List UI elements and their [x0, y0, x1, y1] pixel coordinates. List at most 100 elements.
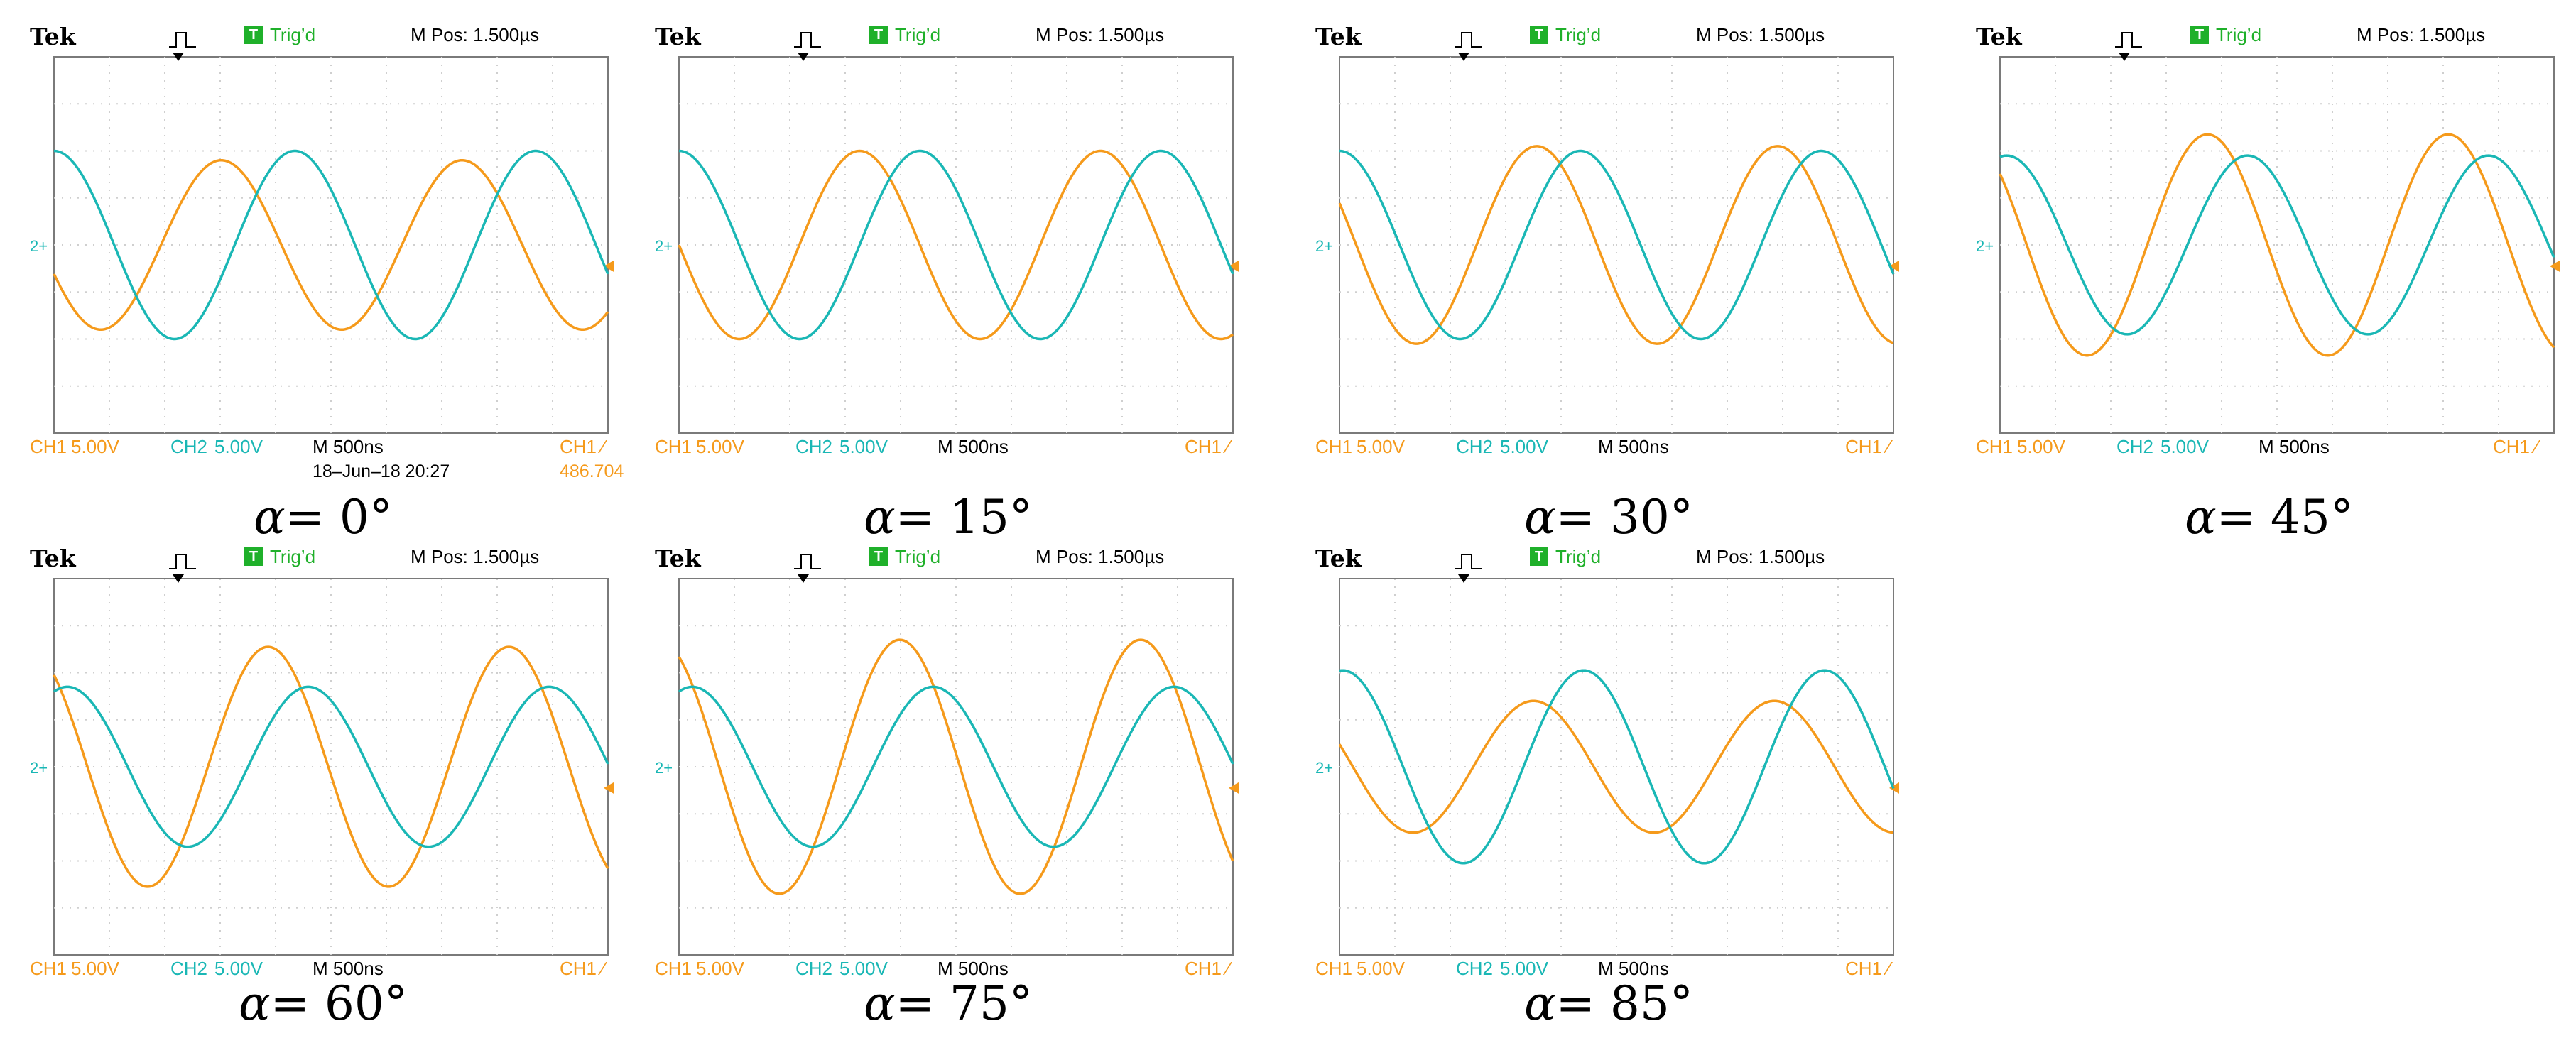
alpha-symbol: α [1524, 976, 1556, 1031]
trigger-status-icon: T [244, 26, 263, 44]
waveform-ch1 [1999, 133, 2555, 357]
waveform-ch2 [53, 685, 609, 848]
brand-logo: Tek [1315, 545, 1362, 572]
waveform-ch2 [678, 149, 1234, 341]
date-readout: 18–Jun–18 20:27 [313, 461, 450, 481]
scope-footer: CH1 5.00V CH2 5.00V M 500ns CH1 ⁄ [1974, 436, 2564, 461]
brand-logo: Tek [1315, 23, 1362, 50]
ch2-scale: 5.00V [214, 436, 263, 457]
timebase-readout: M 500ns [938, 958, 1009, 979]
waveform-ch1 [53, 645, 609, 888]
timebase-readout: M 500ns [1598, 958, 1669, 979]
scope-header: Tek T Trig’d M Pos: 1.500µs [1314, 543, 1903, 577]
ch1-scale: 5.00V [71, 436, 119, 457]
alpha-value: = 0° [285, 490, 393, 545]
ch2-label: CH2 [795, 958, 833, 979]
trigger-status-icon: T [2190, 26, 2209, 44]
ch1-trigger-readout: CH1 ⁄ [1185, 436, 1230, 457]
trigger-pulse-icon [1455, 32, 1482, 48]
trigger-status: Trig’d [1555, 24, 1602, 45]
trigger-level-marker [2550, 260, 2560, 272]
trigger-pulse-icon [1455, 554, 1482, 569]
ch1-trigger-readout: CH1 ⁄ [1845, 436, 1891, 457]
ch1-scale: 5.00V [1357, 436, 1405, 457]
alpha-caption: α= 45° [1974, 490, 2564, 545]
trigger-status: Trig’d [895, 546, 941, 567]
ch1-label: CH1 [1976, 436, 2013, 457]
timebase-readout: M 500ns [313, 958, 384, 979]
m-pos-readout: M Pos: 1.500µs [1696, 546, 1825, 567]
ch1-trigger-readout: CH1 ⁄ [1185, 958, 1230, 979]
ch1-trigger-readout: CH1 ⁄ [560, 958, 605, 979]
ch2-ground-marker: 2+ [1976, 237, 1994, 255]
ch1-trigger-readout: CH1 ⁄ [2493, 436, 2538, 457]
alpha-value: = 85° [1555, 976, 1693, 1031]
ch2-label: CH2 [170, 958, 208, 979]
brand-logo: Tek [30, 545, 76, 572]
trigger-level-marker [1229, 260, 1239, 272]
ch1-label: CH1 [1315, 958, 1353, 979]
ch2-scale: 5.00V [839, 436, 888, 457]
waveform-ch1 [1338, 699, 1894, 834]
ch2-scale: 5.00V [1500, 958, 1548, 979]
ch2-ground-marker: 2+ [1315, 237, 1333, 255]
ch2-scale: 5.00V [1500, 436, 1548, 457]
alpha-symbol: α [864, 976, 896, 1031]
waveform-ch2 [678, 685, 1234, 848]
ch1-label: CH1 [30, 958, 67, 979]
alpha-value: = 60° [270, 976, 408, 1031]
scope-footer: CH1 5.00V CH2 5.00V M 500ns CH1 ⁄ [1314, 436, 1903, 461]
waveform-ch2 [1339, 149, 1895, 341]
timebase-readout: M 500ns [313, 436, 384, 457]
ch1-trigger-readout: CH1 ⁄ [560, 436, 605, 457]
ch2-ground-marker: 2+ [30, 237, 48, 255]
scope-panel-1: Tek T Trig’d M Pos: 1.500µs 2+ CH1 5.00V… [653, 21, 1243, 545]
ch2-label: CH2 [2116, 436, 2154, 457]
scope-header: Tek T Trig’d M Pos: 1.500µs [1974, 21, 2564, 55]
alpha-caption: α= 15° [653, 490, 1243, 545]
ch1-label: CH1 [1315, 436, 1353, 457]
ch2-label: CH2 [1456, 436, 1494, 457]
brand-logo: Tek [655, 23, 701, 50]
scope-panel-3: Tek T Trig’d M Pos: 1.500µs 2+ CH1 5.00V… [1974, 21, 2564, 545]
trigger-arrow-icon [1458, 53, 1469, 61]
alpha-caption: α= 85° [1314, 976, 1903, 1031]
ch1-scale: 5.00V [71, 958, 119, 979]
trigger-arrow-icon [173, 53, 184, 61]
trigger-arrow-icon [173, 574, 184, 583]
trigger-status: Trig’d [895, 24, 941, 45]
scope-header: Tek T Trig’d M Pos: 1.500µs [28, 21, 618, 55]
trigger-pulse-icon [169, 554, 196, 569]
trigger-status: Trig’d [2216, 24, 2262, 45]
alpha-caption: α= 30° [1314, 490, 1903, 545]
ch2-scale: 5.00V [2161, 436, 2209, 457]
trigger-arrow-icon [798, 574, 809, 583]
alpha-caption: α= 60° [28, 976, 618, 1031]
m-pos-readout: M Pos: 1.500µs [411, 546, 540, 567]
trigger-level-marker [604, 782, 614, 794]
ch1-scale: 5.00V [2017, 436, 2065, 457]
trigger-level-marker [604, 260, 614, 272]
m-pos-readout: M Pos: 1.500µs [2357, 24, 2486, 45]
trigger-arrow-icon [798, 53, 809, 61]
waveform-ch2 [1999, 154, 2555, 336]
scope-panel-5: Tek T Trig’d M Pos: 1.500µs 2+ CH1 5.00V… [653, 543, 1243, 1031]
waveform-ch2 [53, 149, 609, 341]
trigger-status: Trig’d [270, 546, 316, 567]
scope-plot: 2+ [1315, 554, 1899, 956]
ch2-label: CH2 [170, 436, 208, 457]
ch2-scale: 5.00V [214, 958, 263, 979]
waveform-ch1 [678, 149, 1234, 341]
trigger-level-marker [1889, 260, 1899, 272]
trigger-level-marker [1229, 782, 1239, 794]
scope-header: Tek T Trig’d M Pos: 1.500µs [653, 21, 1243, 55]
alpha-symbol: α [2185, 490, 2217, 545]
ch1-scale: 5.00V [696, 436, 744, 457]
scope-panel-0: Tek T Trig’d M Pos: 1.500µs 2+ CH1 5.00V… [28, 21, 624, 545]
ch1-label: CH1 [655, 436, 692, 457]
alpha-value: = 45° [2216, 490, 2354, 545]
trigger-status-icon: T [244, 547, 263, 566]
m-pos-readout: M Pos: 1.500µs [1696, 24, 1825, 45]
alpha-caption: α= 75° [653, 976, 1243, 1031]
scope-header: Tek T Trig’d M Pos: 1.500µs [653, 543, 1243, 577]
